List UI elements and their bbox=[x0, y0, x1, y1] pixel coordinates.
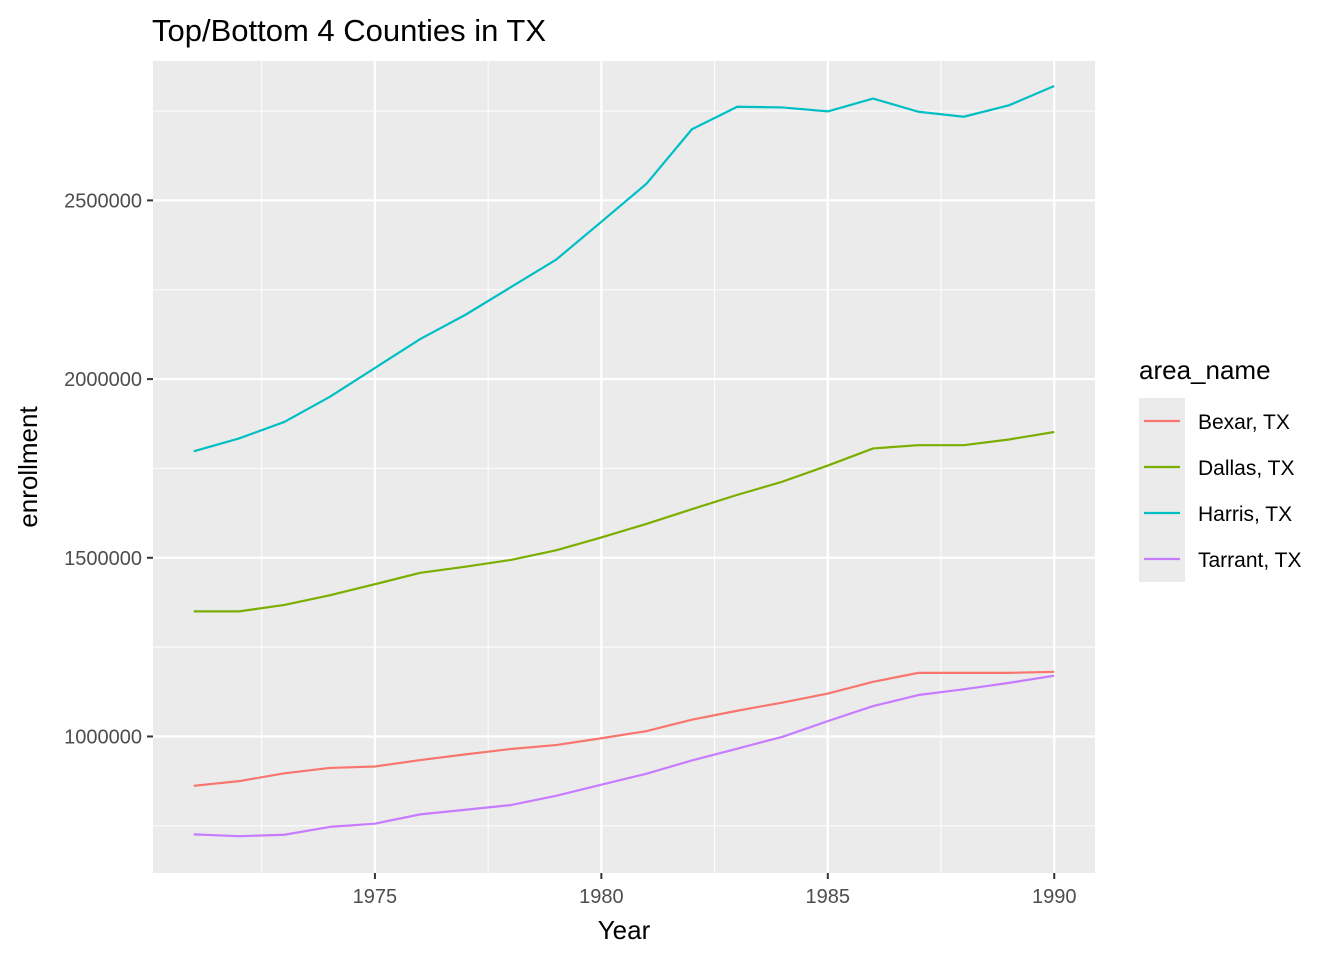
legend-item: Bexar, TX bbox=[1139, 398, 1290, 444]
legend-item: Dallas, TX bbox=[1139, 444, 1294, 490]
grid-minor bbox=[153, 61, 1095, 873]
x-axis-title: Year bbox=[598, 915, 651, 945]
y-axis-title: enrollment bbox=[13, 406, 43, 528]
series-line bbox=[193, 85, 1055, 453]
chart-title: Top/Bottom 4 Counties in TX bbox=[152, 13, 546, 48]
y-tick-label: 2500000 bbox=[64, 190, 142, 212]
series-line bbox=[193, 670, 1055, 787]
legend-label: Tarrant, TX bbox=[1198, 549, 1301, 572]
series-line bbox=[193, 430, 1055, 613]
legend-title: area_name bbox=[1139, 355, 1271, 385]
legend-label: Harris, TX bbox=[1198, 503, 1292, 526]
plot-panel bbox=[153, 61, 1095, 873]
x-axis: 1975 1980 1985 1990 bbox=[353, 873, 1077, 908]
legend: area_name Bexar, TX Dallas, TX Harris, TX T… bbox=[1139, 355, 1301, 582]
legend-label: Dallas, TX bbox=[1198, 457, 1294, 480]
y-axis: 1000000 1500000 2000000 2500000 bbox=[64, 190, 153, 748]
legend-label: Bexar, TX bbox=[1198, 411, 1290, 434]
y-tick-label: 2000000 bbox=[64, 369, 142, 391]
legend-item: Tarrant, TX bbox=[1139, 536, 1301, 582]
legend-keys: Bexar, TX Dallas, TX Harris, TX Tarrant, TX bbox=[1139, 398, 1301, 582]
x-tick-label: 1990 bbox=[1032, 886, 1077, 908]
series-line bbox=[193, 674, 1055, 838]
x-tick-label: 1980 bbox=[579, 886, 624, 908]
x-tick-label: 1985 bbox=[806, 886, 851, 908]
y-tick-label: 1000000 bbox=[64, 726, 142, 748]
series-lines bbox=[193, 85, 1055, 838]
legend-item: Harris, TX bbox=[1139, 490, 1292, 536]
x-tick-label: 1975 bbox=[353, 886, 398, 908]
y-tick-label: 1500000 bbox=[64, 548, 142, 570]
